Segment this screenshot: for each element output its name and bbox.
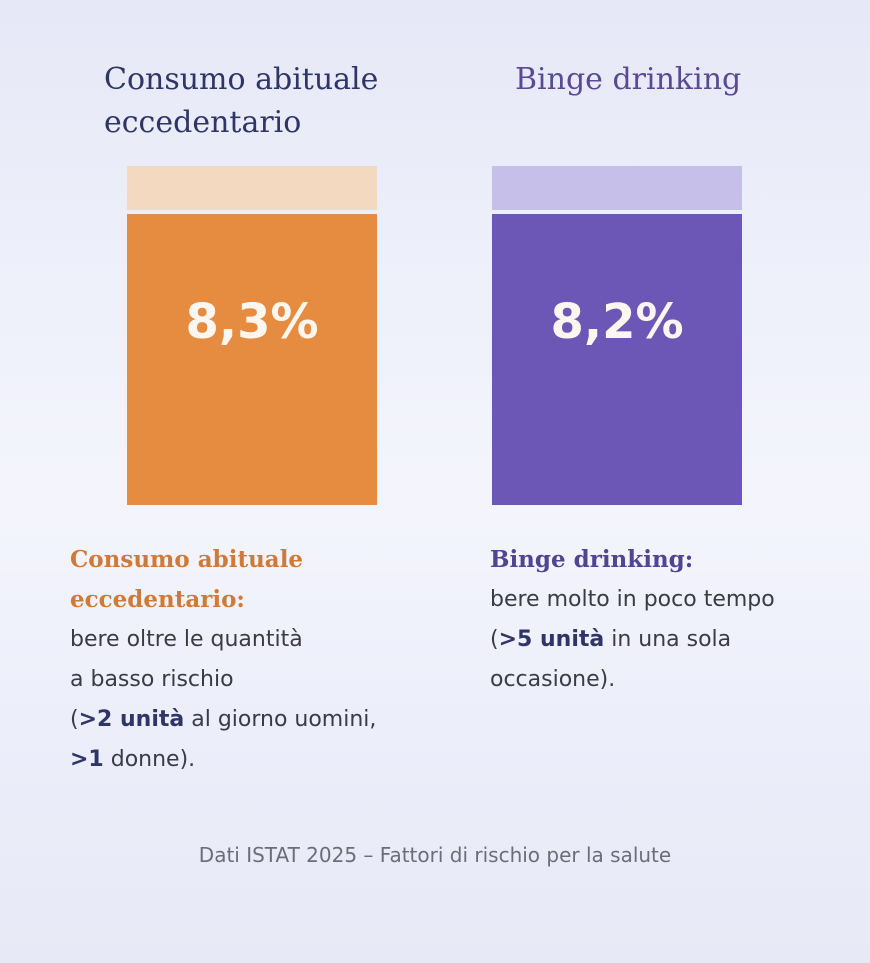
bar-title-binge: Binge drinking [515, 62, 742, 97]
text: al giorno uomini, [184, 707, 377, 732]
description-title: Binge drinking: [490, 546, 694, 573]
bar-value-label-consumo: 8,3% [185, 294, 319, 350]
description-title: Consumo abituale eccedentario: [70, 540, 430, 620]
bar-value-label-binge: 8,2% [550, 294, 684, 350]
source-note: Dati ISTAT 2025 – Fattori di rischio per… [198, 843, 672, 867]
description-line: bere oltre le quantità [70, 627, 303, 652]
text: in una sola [604, 627, 732, 652]
highlight: >5 unità [498, 627, 605, 652]
description-line: (>5 unità in una sola [490, 620, 820, 660]
description-line: >1 donne). [70, 740, 430, 780]
text: donne). [103, 747, 196, 772]
description-line: (>2 unità al giorno uomini, [70, 700, 430, 740]
bar-cap-binge [492, 166, 742, 210]
bar-consumo: 8,3% [127, 214, 377, 505]
bar-title-line: Consumo abituale [104, 62, 379, 97]
text: ( [70, 707, 79, 732]
description-title-line: Consumo abituale [70, 546, 304, 573]
description-line: a basso rischio [70, 667, 234, 692]
description-binge: Binge drinking: bere molto in poco tempo… [490, 540, 820, 700]
highlight: >1 [70, 747, 104, 772]
bar-binge: 8,2% [492, 214, 742, 505]
bar-title-consumo: Consumo abituale eccedentario [104, 58, 434, 144]
text: ( [490, 627, 499, 652]
bar-title-line: eccedentario [104, 105, 302, 140]
bar-cap-consumo [127, 166, 377, 210]
description-title-line: eccedentario: [70, 586, 245, 613]
highlight: >2 unità [78, 707, 185, 732]
description-consumo: Consumo abituale eccedentario: bere oltr… [70, 540, 430, 780]
description-line: occasione). [490, 667, 616, 692]
description-line: bere molto in poco tempo [490, 587, 775, 612]
